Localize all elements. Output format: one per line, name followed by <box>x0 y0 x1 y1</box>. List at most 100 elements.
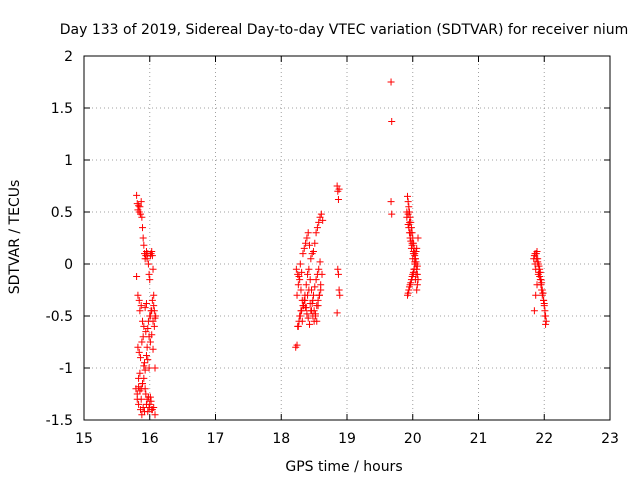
data-point <box>146 338 154 346</box>
data-point <box>533 281 541 289</box>
y-tick-label: -1.5 <box>46 413 73 429</box>
data-point <box>140 362 148 370</box>
data-point <box>411 252 419 260</box>
data-point <box>137 210 145 218</box>
data-point <box>139 380 147 388</box>
data-point <box>315 291 323 299</box>
y-tick-label: 2 <box>64 49 73 65</box>
data-point <box>335 185 343 193</box>
data-point <box>149 345 157 353</box>
y-tick-label: 0 <box>64 257 73 273</box>
data-point <box>136 307 144 315</box>
data-point <box>538 279 546 287</box>
data-point <box>408 272 416 280</box>
data-point <box>302 304 310 312</box>
x-tick-label: 18 <box>272 431 290 447</box>
data-point <box>542 317 550 325</box>
data-point <box>140 374 148 382</box>
data-point <box>296 312 304 320</box>
data-point <box>296 260 304 268</box>
data-point <box>293 341 301 349</box>
data-point <box>319 216 327 224</box>
data-point <box>150 322 158 330</box>
data-point <box>411 255 419 263</box>
data-point <box>531 250 539 258</box>
y-tick-labels: -1.5 -1 -0.5 0 0.5 1 1.5 2 <box>46 49 73 429</box>
data-point <box>137 354 145 362</box>
data-point <box>145 270 153 278</box>
x-tick-label: 16 <box>141 431 159 447</box>
data-point <box>135 202 143 210</box>
data-point <box>307 255 315 263</box>
data-point <box>316 258 324 266</box>
data-point <box>140 359 148 367</box>
y-tick-label: 1 <box>64 153 73 169</box>
data-point <box>309 291 317 299</box>
data-point <box>299 250 307 258</box>
data-point <box>135 400 143 408</box>
data-point <box>145 364 153 372</box>
data-point <box>302 239 310 247</box>
data-point <box>139 234 147 242</box>
data-points <box>132 78 550 419</box>
data-point <box>139 404 147 412</box>
data-point <box>540 300 548 308</box>
data-point <box>333 309 341 317</box>
data-point <box>414 234 422 242</box>
data-point <box>412 258 420 266</box>
x-tick-label: 15 <box>75 431 93 447</box>
data-point <box>314 302 322 310</box>
data-point <box>300 296 308 304</box>
y-axis-label: SDTVAR / TECUs <box>7 180 23 295</box>
data-point <box>298 268 306 276</box>
data-point <box>387 198 395 206</box>
data-point <box>142 352 150 360</box>
data-point <box>149 265 157 273</box>
data-point <box>387 78 395 86</box>
data-point <box>403 192 411 200</box>
data-point <box>298 307 306 315</box>
data-point <box>405 203 413 211</box>
data-point <box>303 234 311 242</box>
data-point <box>138 338 146 346</box>
data-point <box>315 265 323 273</box>
data-point <box>306 241 314 249</box>
data-point <box>532 291 540 299</box>
data-point <box>306 276 314 284</box>
data-point <box>530 307 538 315</box>
data-point <box>535 262 543 270</box>
data-point <box>405 283 413 291</box>
data-point <box>146 276 154 284</box>
data-point <box>409 268 417 276</box>
data-point <box>306 320 314 328</box>
data-point <box>303 310 311 318</box>
data-point <box>317 281 325 289</box>
data-point <box>405 224 413 232</box>
data-point <box>317 210 325 218</box>
data-point <box>133 272 141 280</box>
data-point <box>335 286 343 294</box>
data-point <box>315 218 323 226</box>
data-point <box>312 276 320 284</box>
data-point <box>139 317 147 325</box>
data-point <box>296 276 304 284</box>
data-point <box>312 229 320 237</box>
data-point <box>313 224 321 232</box>
data-point <box>313 317 321 325</box>
data-point <box>413 286 421 294</box>
data-point <box>532 255 540 263</box>
data-point <box>302 281 310 289</box>
data-point <box>405 286 413 294</box>
data-point <box>313 270 321 278</box>
data-point <box>134 291 142 299</box>
x-tick-label: 20 <box>404 431 422 447</box>
x-tick-labels: 15 16 17 18 19 20 21 22 23 <box>75 431 619 447</box>
data-point <box>135 296 143 304</box>
data-point <box>143 255 151 263</box>
data-point <box>540 296 548 304</box>
data-point <box>534 258 542 266</box>
data-point <box>408 241 416 249</box>
x-tick-label: 23 <box>601 431 619 447</box>
data-point <box>136 203 144 211</box>
grid <box>84 56 610 420</box>
